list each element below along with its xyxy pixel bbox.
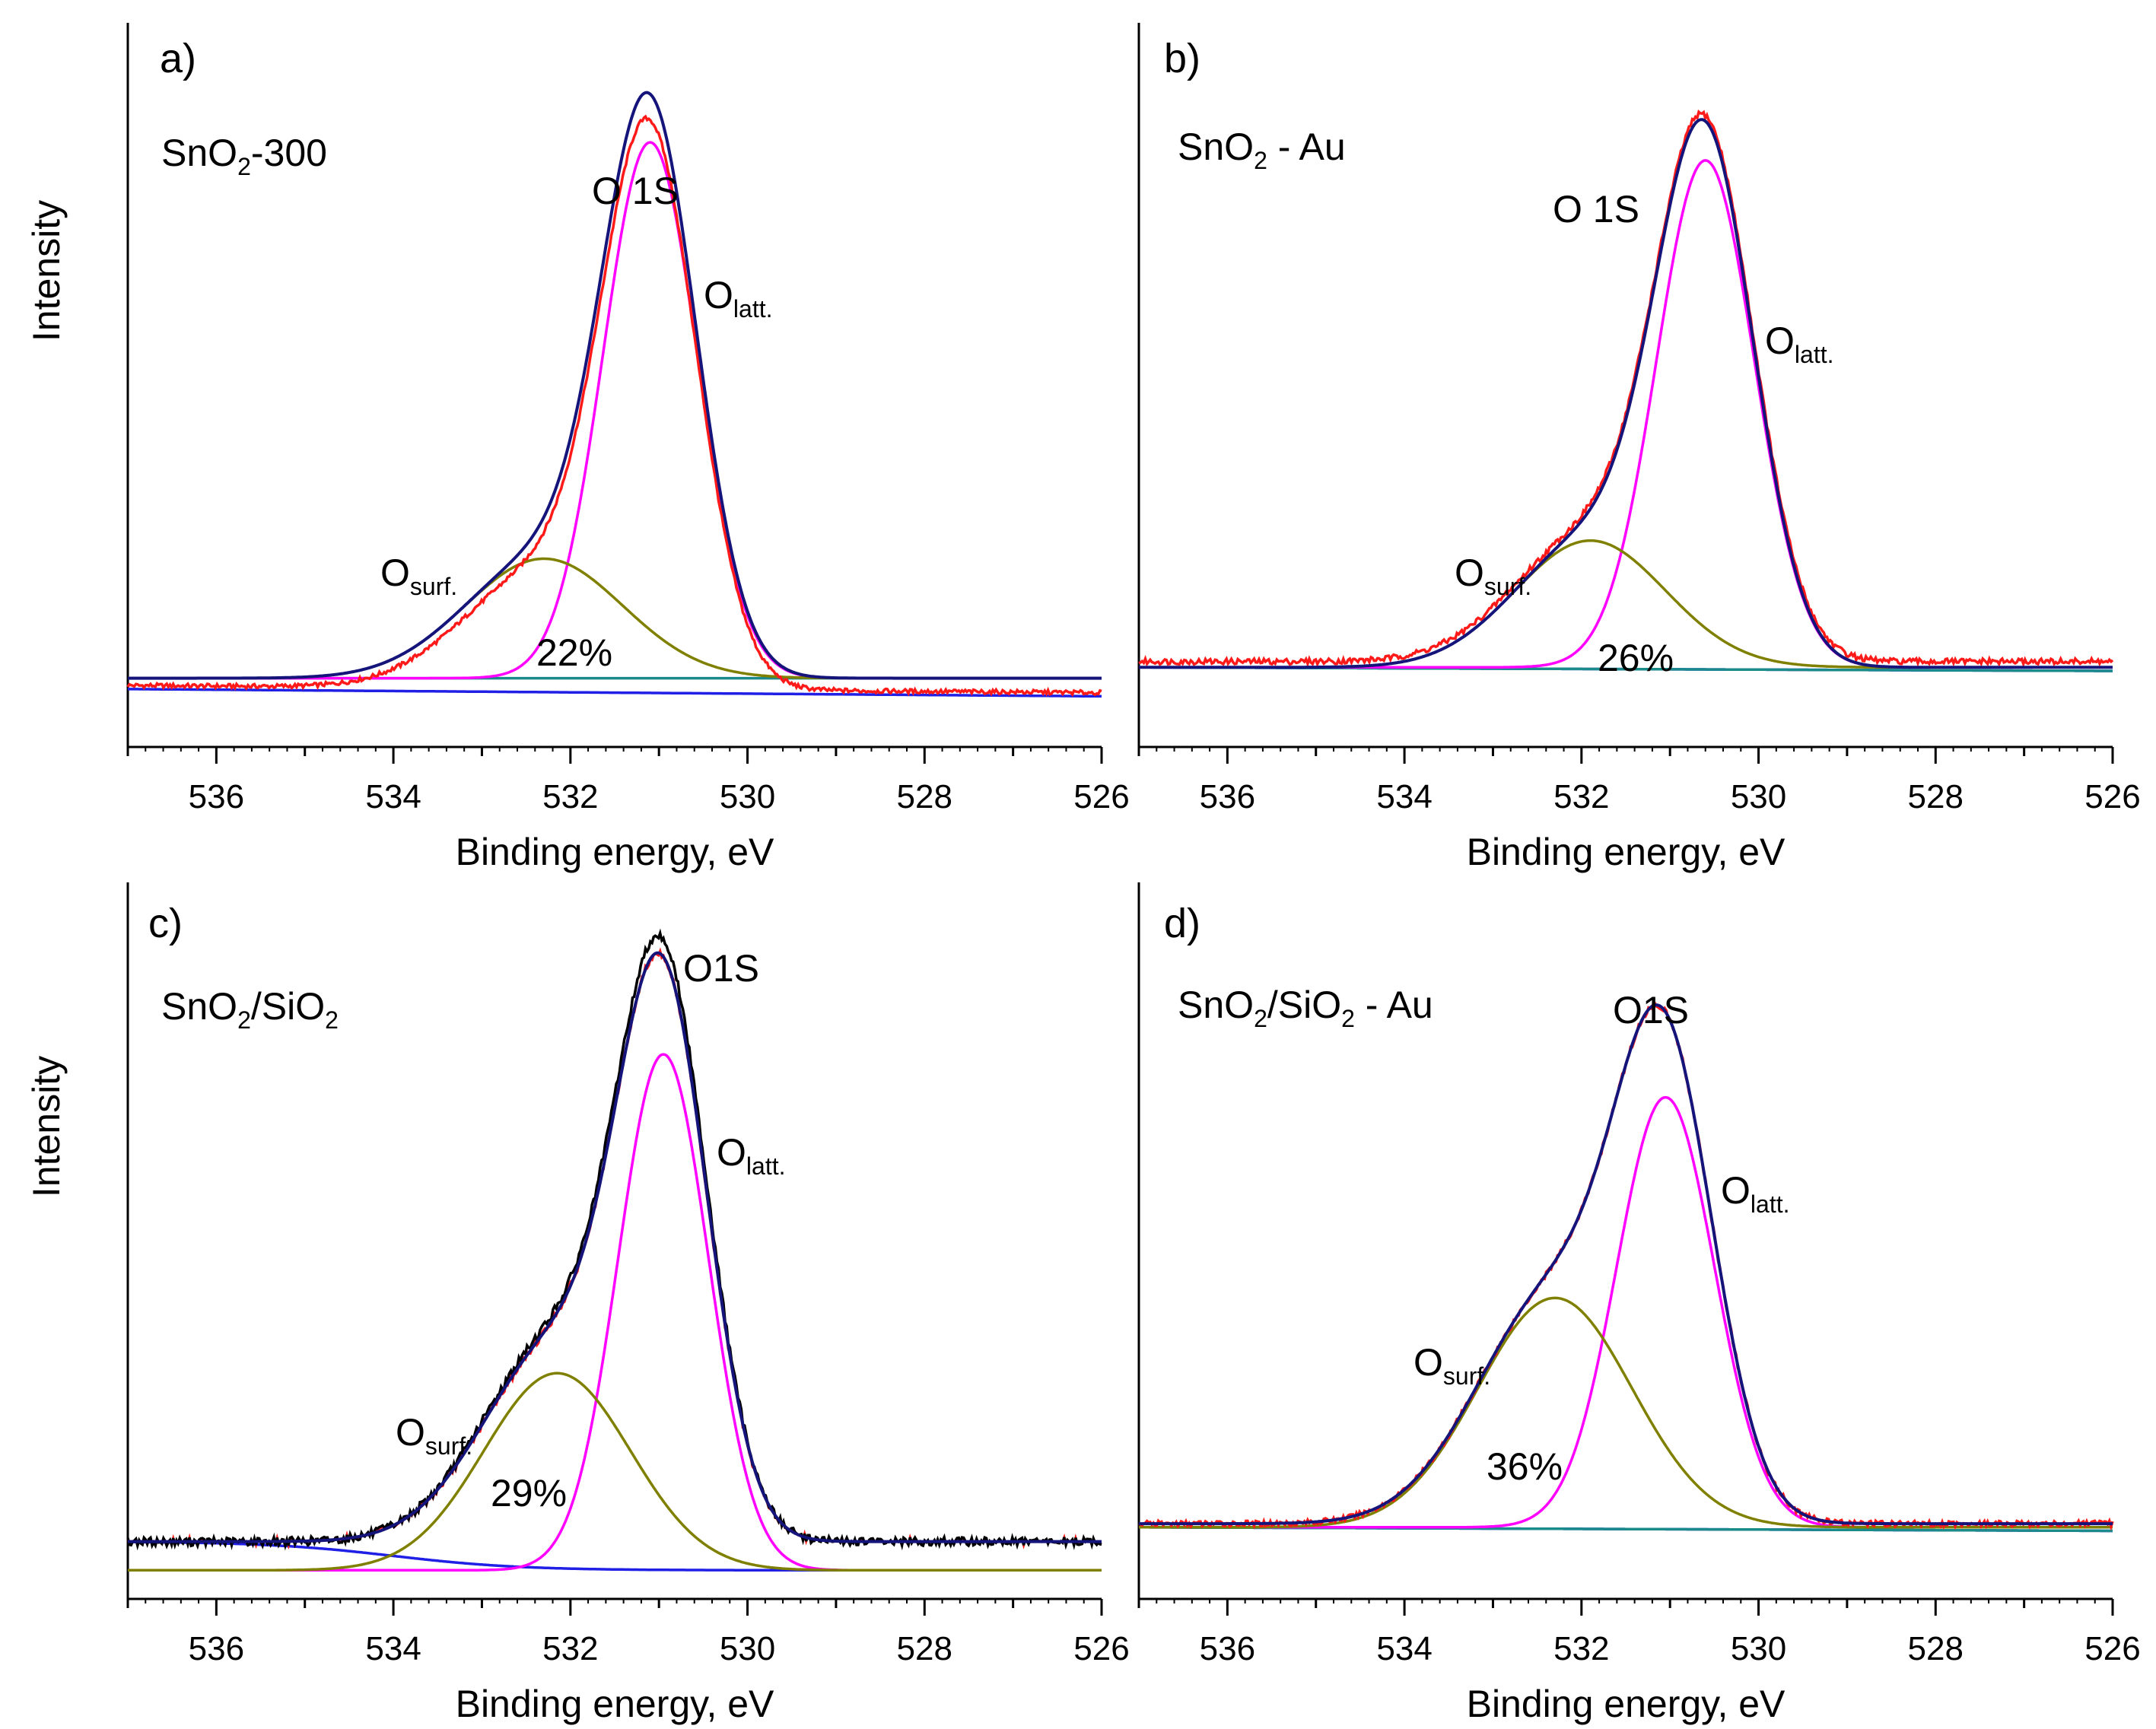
lattice-oxygen-label: Olatt. <box>704 274 772 323</box>
chart-panel-2: 536 534 532 530 528 526 Binding energy, eV b) Sn… <box>1137 23 2141 873</box>
series-line-experimental <box>126 947 1102 1550</box>
x-tick-label: 536 <box>1200 1630 1255 1667</box>
x-tick-label: 528 <box>897 778 952 815</box>
panel-label: d) <box>1164 901 1200 946</box>
x-tick-label: 528 <box>1908 778 1964 815</box>
chart-panel-4: 536 534 532 530 528 526 Binding energy, eV d) Sn… <box>1137 882 2141 1725</box>
x-tick-label: 532 <box>542 1630 598 1667</box>
sample-label: SnO2 - Au <box>1178 126 1346 174</box>
y-axis-title: Intensity <box>25 1056 68 1197</box>
x-axis-title: Binding energy, eV <box>1467 831 1786 873</box>
surface-percent-label: 36% <box>1487 1445 1563 1488</box>
x-tick-label: 526 <box>2084 1630 2140 1667</box>
series-line-o-surf- <box>1139 1296 2113 1529</box>
x-tick-label: 534 <box>1376 778 1432 815</box>
peak-label: O1S <box>1613 989 1689 1031</box>
x-tick-label: 534 <box>365 778 421 815</box>
x-tick-label: 532 <box>1553 778 1609 815</box>
lattice-oxygen-label: Olatt. <box>1721 1169 1789 1218</box>
series-line-experimental <box>1138 1002 2114 1531</box>
series-line-experimental <box>1138 109 2114 669</box>
x-tick-label: 536 <box>189 1630 244 1667</box>
x-tick-label: 534 <box>365 1630 421 1667</box>
x-tick-label: 530 <box>720 778 775 815</box>
x-tick-label: 532 <box>1553 1630 1609 1667</box>
series-line-baseline <box>127 688 1102 698</box>
x-tick-label: 530 <box>1731 1630 1786 1667</box>
surface-oxygen-label: Osurf. <box>1455 551 1531 600</box>
x-axis-title: Binding energy, eV <box>456 831 774 873</box>
surface-oxygen-label: Osurf. <box>1413 1341 1490 1390</box>
x-tick-label: 528 <box>1908 1630 1964 1667</box>
lattice-oxygen-label: Olatt. <box>1765 319 1833 368</box>
y-axis-title: Intensity <box>25 200 68 342</box>
x-axis-title: Binding energy, eV <box>1467 1683 1786 1725</box>
x-axis-title: Binding energy, eV <box>456 1683 774 1725</box>
x-tick-label: 528 <box>897 1630 952 1667</box>
series-line-experimental <box>126 114 1102 698</box>
series-line-o-latt- <box>1139 1095 2113 1529</box>
lattice-oxygen-label: Olatt. <box>717 1131 785 1180</box>
x-tick-label: 530 <box>720 1630 775 1667</box>
series-line-envelope <box>1139 1003 2113 1526</box>
panel-label: b) <box>1164 36 1200 81</box>
surface-percent-label: 29% <box>491 1472 567 1514</box>
sample-label: SnO2-300 <box>161 132 327 180</box>
series-line-o-surf- <box>128 557 1102 680</box>
x-tick-label: 526 <box>1073 1630 1129 1667</box>
x-tick-label: 526 <box>2084 778 2140 815</box>
x-tick-label: 532 <box>542 778 598 815</box>
x-tick-label: 536 <box>1200 778 1255 815</box>
surface-oxygen-label: Osurf. <box>380 551 457 600</box>
series-line-black-fit <box>126 928 1102 1551</box>
series-line-envelope <box>1139 118 2113 669</box>
peak-label: O1S <box>683 947 759 990</box>
sample-label: SnO2/SiO2 - Au <box>1178 984 1433 1032</box>
x-tick-label: 530 <box>1731 778 1786 815</box>
x-tick-label: 534 <box>1376 1630 1432 1667</box>
series-line-o-latt- <box>128 1053 1102 1572</box>
peak-label: O 1S <box>592 170 679 212</box>
x-tick-label: 536 <box>189 778 244 815</box>
sample-label: SnO2/SiO2 <box>161 985 339 1034</box>
chart-panel-1: 536 534 532 530 528 526 Binding energy, eV Inte… <box>25 23 1130 873</box>
chart-panel-3: 536 534 532 530 528 526 Binding energy, eV Inte… <box>25 882 1130 1725</box>
panel-label: c) <box>148 901 183 946</box>
series-line-baseline <box>128 1540 1102 1572</box>
peak-label: O 1S <box>1553 188 1639 230</box>
series-line-envelope <box>128 951 1102 1543</box>
surface-oxygen-label: Osurf. <box>396 1411 472 1460</box>
surface-percent-label: 22% <box>536 631 612 674</box>
surface-percent-label: 26% <box>1598 637 1674 679</box>
series-line-o-surf- <box>128 1371 1102 1572</box>
x-tick-label: 526 <box>1073 778 1129 815</box>
series-line-envelope <box>128 91 1102 680</box>
panel-label: a) <box>160 36 196 81</box>
